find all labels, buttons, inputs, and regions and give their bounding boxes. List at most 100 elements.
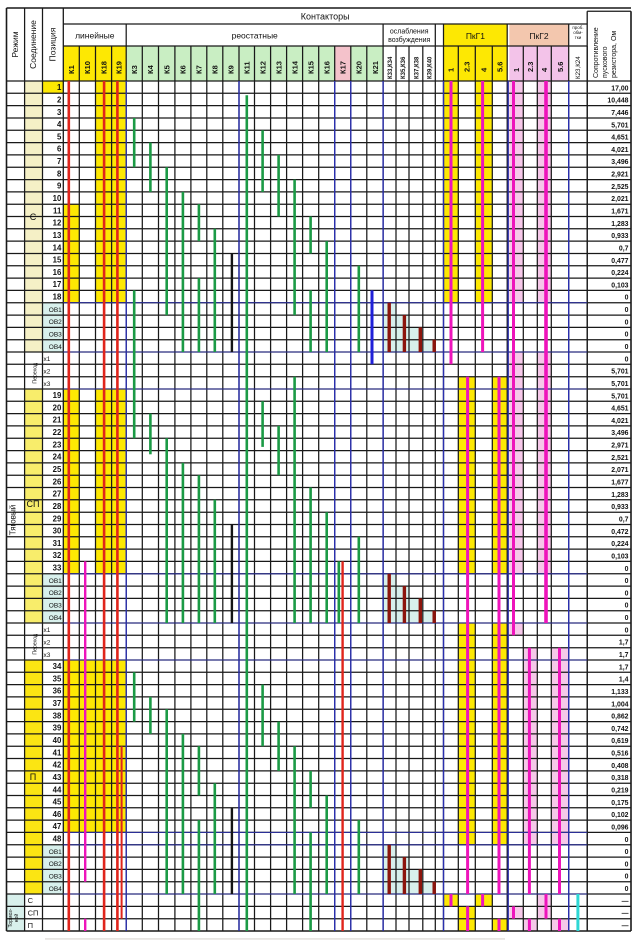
svg-text:0,477: 0,477 [611, 258, 628, 265]
svg-text:0: 0 [625, 307, 629, 314]
svg-text:ОВ3: ОВ3 [49, 874, 62, 881]
svg-text:34: 34 [53, 662, 62, 671]
svg-text:20: 20 [53, 403, 62, 412]
svg-text:х1: х1 [44, 356, 51, 363]
svg-text:ОВ4: ОВ4 [49, 886, 62, 893]
svg-text:К39,К40: К39,К40 [427, 56, 433, 79]
svg-text:23: 23 [53, 440, 62, 449]
svg-text:ОВ2: ОВ2 [49, 861, 62, 868]
svg-text:2: 2 [57, 95, 62, 104]
svg-text:ОВ1: ОВ1 [49, 307, 62, 314]
svg-text:4,021: 4,021 [611, 418, 628, 425]
svg-text:2.3: 2.3 [463, 62, 472, 72]
svg-text:12: 12 [53, 219, 62, 228]
svg-text:0,516: 0,516 [611, 751, 628, 758]
svg-text:13: 13 [53, 231, 62, 240]
svg-text:К1: К1 [67, 65, 76, 74]
svg-text:К18: К18 [99, 61, 108, 74]
svg-text:0: 0 [625, 861, 629, 868]
svg-text:К20: К20 [355, 61, 364, 74]
svg-text:0: 0 [625, 295, 629, 302]
svg-text:2,021: 2,021 [611, 196, 628, 203]
svg-text:35: 35 [53, 674, 62, 683]
svg-text:С: С [30, 212, 37, 222]
svg-text:31: 31 [53, 539, 62, 548]
svg-text:ОВ4: ОВ4 [49, 344, 62, 351]
svg-text:К3: К3 [130, 65, 139, 74]
svg-text:46: 46 [53, 810, 62, 819]
svg-text:К4: К4 [146, 64, 155, 74]
svg-text:0,318: 0,318 [611, 775, 628, 782]
svg-text:К33,К34: К33,К34 [388, 56, 394, 79]
svg-text:1,7: 1,7 [619, 664, 629, 671]
svg-text:0: 0 [625, 344, 629, 351]
svg-text:14: 14 [53, 243, 62, 252]
svg-text:Контакторы: Контакторы [301, 12, 350, 22]
svg-text:30: 30 [53, 527, 62, 536]
svg-text:1,283: 1,283 [611, 221, 628, 228]
svg-text:5,701: 5,701 [611, 369, 628, 376]
svg-text:П: П [28, 921, 33, 930]
svg-text:К35,К36: К35,К36 [401, 56, 407, 79]
svg-text:27: 27 [53, 490, 62, 499]
svg-text:х2: х2 [44, 640, 51, 647]
svg-text:0: 0 [625, 356, 629, 363]
svg-text:8: 8 [57, 169, 62, 178]
svg-text:41: 41 [53, 748, 62, 757]
svg-text:2,071: 2,071 [611, 467, 628, 474]
svg-text:17,00: 17,00 [611, 85, 628, 92]
svg-text:К8: К8 [211, 65, 220, 74]
svg-text:2,921: 2,921 [611, 172, 628, 179]
svg-text:0,7: 0,7 [619, 246, 629, 253]
svg-text:Переход: Переход [33, 634, 39, 655]
svg-text:—: — [622, 923, 629, 930]
svg-text:15: 15 [53, 256, 62, 265]
svg-text:ПкГ2: ПкГ2 [529, 31, 548, 41]
svg-text:3,496: 3,496 [611, 430, 628, 437]
svg-text:резистора, Ом: резистора, Ом [611, 31, 618, 78]
svg-text:П: П [30, 772, 36, 782]
svg-text:0: 0 [625, 332, 629, 339]
svg-text:К23,К24: К23,К24 [575, 56, 582, 79]
svg-text:18: 18 [53, 293, 62, 302]
svg-text:х3: х3 [44, 652, 51, 659]
svg-text:ПкГ1: ПкГ1 [466, 31, 485, 41]
svg-text:19: 19 [53, 391, 62, 400]
svg-text:5,701: 5,701 [611, 393, 628, 400]
svg-text:4: 4 [480, 67, 489, 72]
svg-text:реостатные: реостатные [232, 31, 278, 41]
svg-text:1,4: 1,4 [619, 677, 629, 684]
svg-text:К14: К14 [290, 60, 299, 74]
svg-text:тки: тки [575, 35, 582, 40]
svg-text:32: 32 [53, 551, 62, 560]
svg-text:4,651: 4,651 [611, 135, 628, 142]
svg-text:0,224: 0,224 [611, 270, 628, 277]
svg-text:1,7: 1,7 [619, 640, 629, 647]
svg-text:22: 22 [53, 428, 62, 437]
svg-text:10,448: 10,448 [607, 98, 628, 105]
svg-text:0,933: 0,933 [611, 233, 628, 240]
svg-text:К21: К21 [371, 61, 380, 74]
svg-text:С: С [28, 896, 34, 905]
svg-text:0: 0 [625, 886, 629, 893]
svg-text:0: 0 [625, 319, 629, 326]
svg-text:17: 17 [53, 280, 62, 289]
svg-text:1,004: 1,004 [611, 701, 628, 708]
svg-text:0,7: 0,7 [619, 517, 629, 524]
svg-text:0: 0 [625, 590, 629, 597]
svg-text:4,651: 4,651 [611, 406, 628, 413]
svg-text:К16: К16 [323, 61, 332, 74]
svg-text:0,619: 0,619 [611, 738, 628, 745]
svg-text:36: 36 [53, 687, 62, 696]
svg-text:ОВ2: ОВ2 [49, 319, 62, 326]
svg-text:2,525: 2,525 [611, 184, 628, 191]
svg-text:линейные: линейные [75, 31, 115, 41]
svg-text:ослабления: ослабления [390, 28, 429, 36]
svg-text:К10: К10 [83, 61, 92, 74]
svg-text:29: 29 [53, 514, 62, 523]
svg-text:0,103: 0,103 [611, 553, 628, 560]
svg-text:2,971: 2,971 [611, 443, 628, 450]
svg-text:40: 40 [53, 736, 62, 745]
svg-text:К13: К13 [274, 61, 283, 74]
svg-text:Тяговый: Тяговый [9, 505, 18, 535]
